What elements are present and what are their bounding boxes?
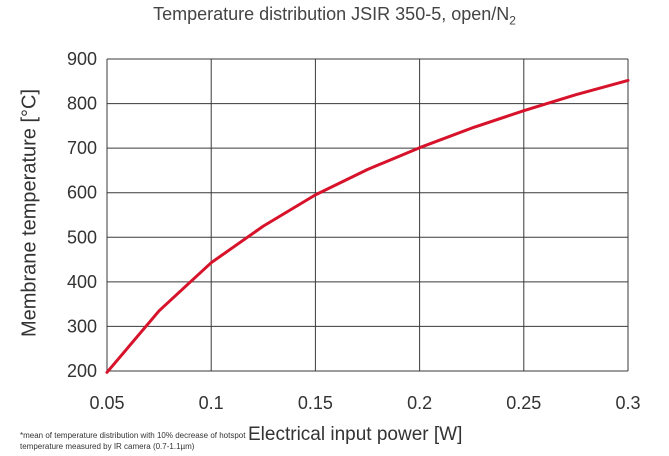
y-tick-label: 700 bbox=[67, 138, 97, 158]
y-tick-label: 500 bbox=[67, 227, 97, 247]
x-tick-label: 0.05 bbox=[89, 393, 124, 413]
x-axis-label: Electrical input power [W] bbox=[248, 424, 463, 445]
y-tick-label: 400 bbox=[67, 272, 97, 292]
series-lines bbox=[105, 78, 630, 374]
grid-lines bbox=[106, 58, 629, 372]
chart-title: Temperature distribution JSIR 350-5, ope… bbox=[153, 4, 516, 28]
x-tick-label: 0.1 bbox=[199, 393, 224, 413]
x-axis-ticks: 0.05 0.1 0.15 0.2 0.25 0.3 bbox=[89, 393, 640, 413]
y-tick-label: 800 bbox=[67, 94, 97, 114]
x-tick-label: 0.15 bbox=[298, 393, 333, 413]
series-line-0 bbox=[105, 78, 630, 374]
footnote: *mean of temperature distribution with 1… bbox=[20, 431, 246, 451]
y-axis-ticks: 200 300 400 500 600 700 800 900 bbox=[67, 49, 97, 381]
y-axis-label: Membrane temperature [°C] bbox=[18, 88, 41, 338]
x-tick-label: 0.3 bbox=[615, 393, 640, 413]
chart-title-subscript: 2 bbox=[509, 13, 516, 28]
x-tick-label: 0.2 bbox=[407, 393, 432, 413]
y-tick-label: 600 bbox=[67, 183, 97, 203]
y-tick-label: 300 bbox=[67, 316, 97, 336]
y-tick-label: 900 bbox=[67, 49, 97, 69]
y-tick-label: 200 bbox=[67, 361, 97, 381]
x-tick-label: 0.25 bbox=[506, 393, 541, 413]
